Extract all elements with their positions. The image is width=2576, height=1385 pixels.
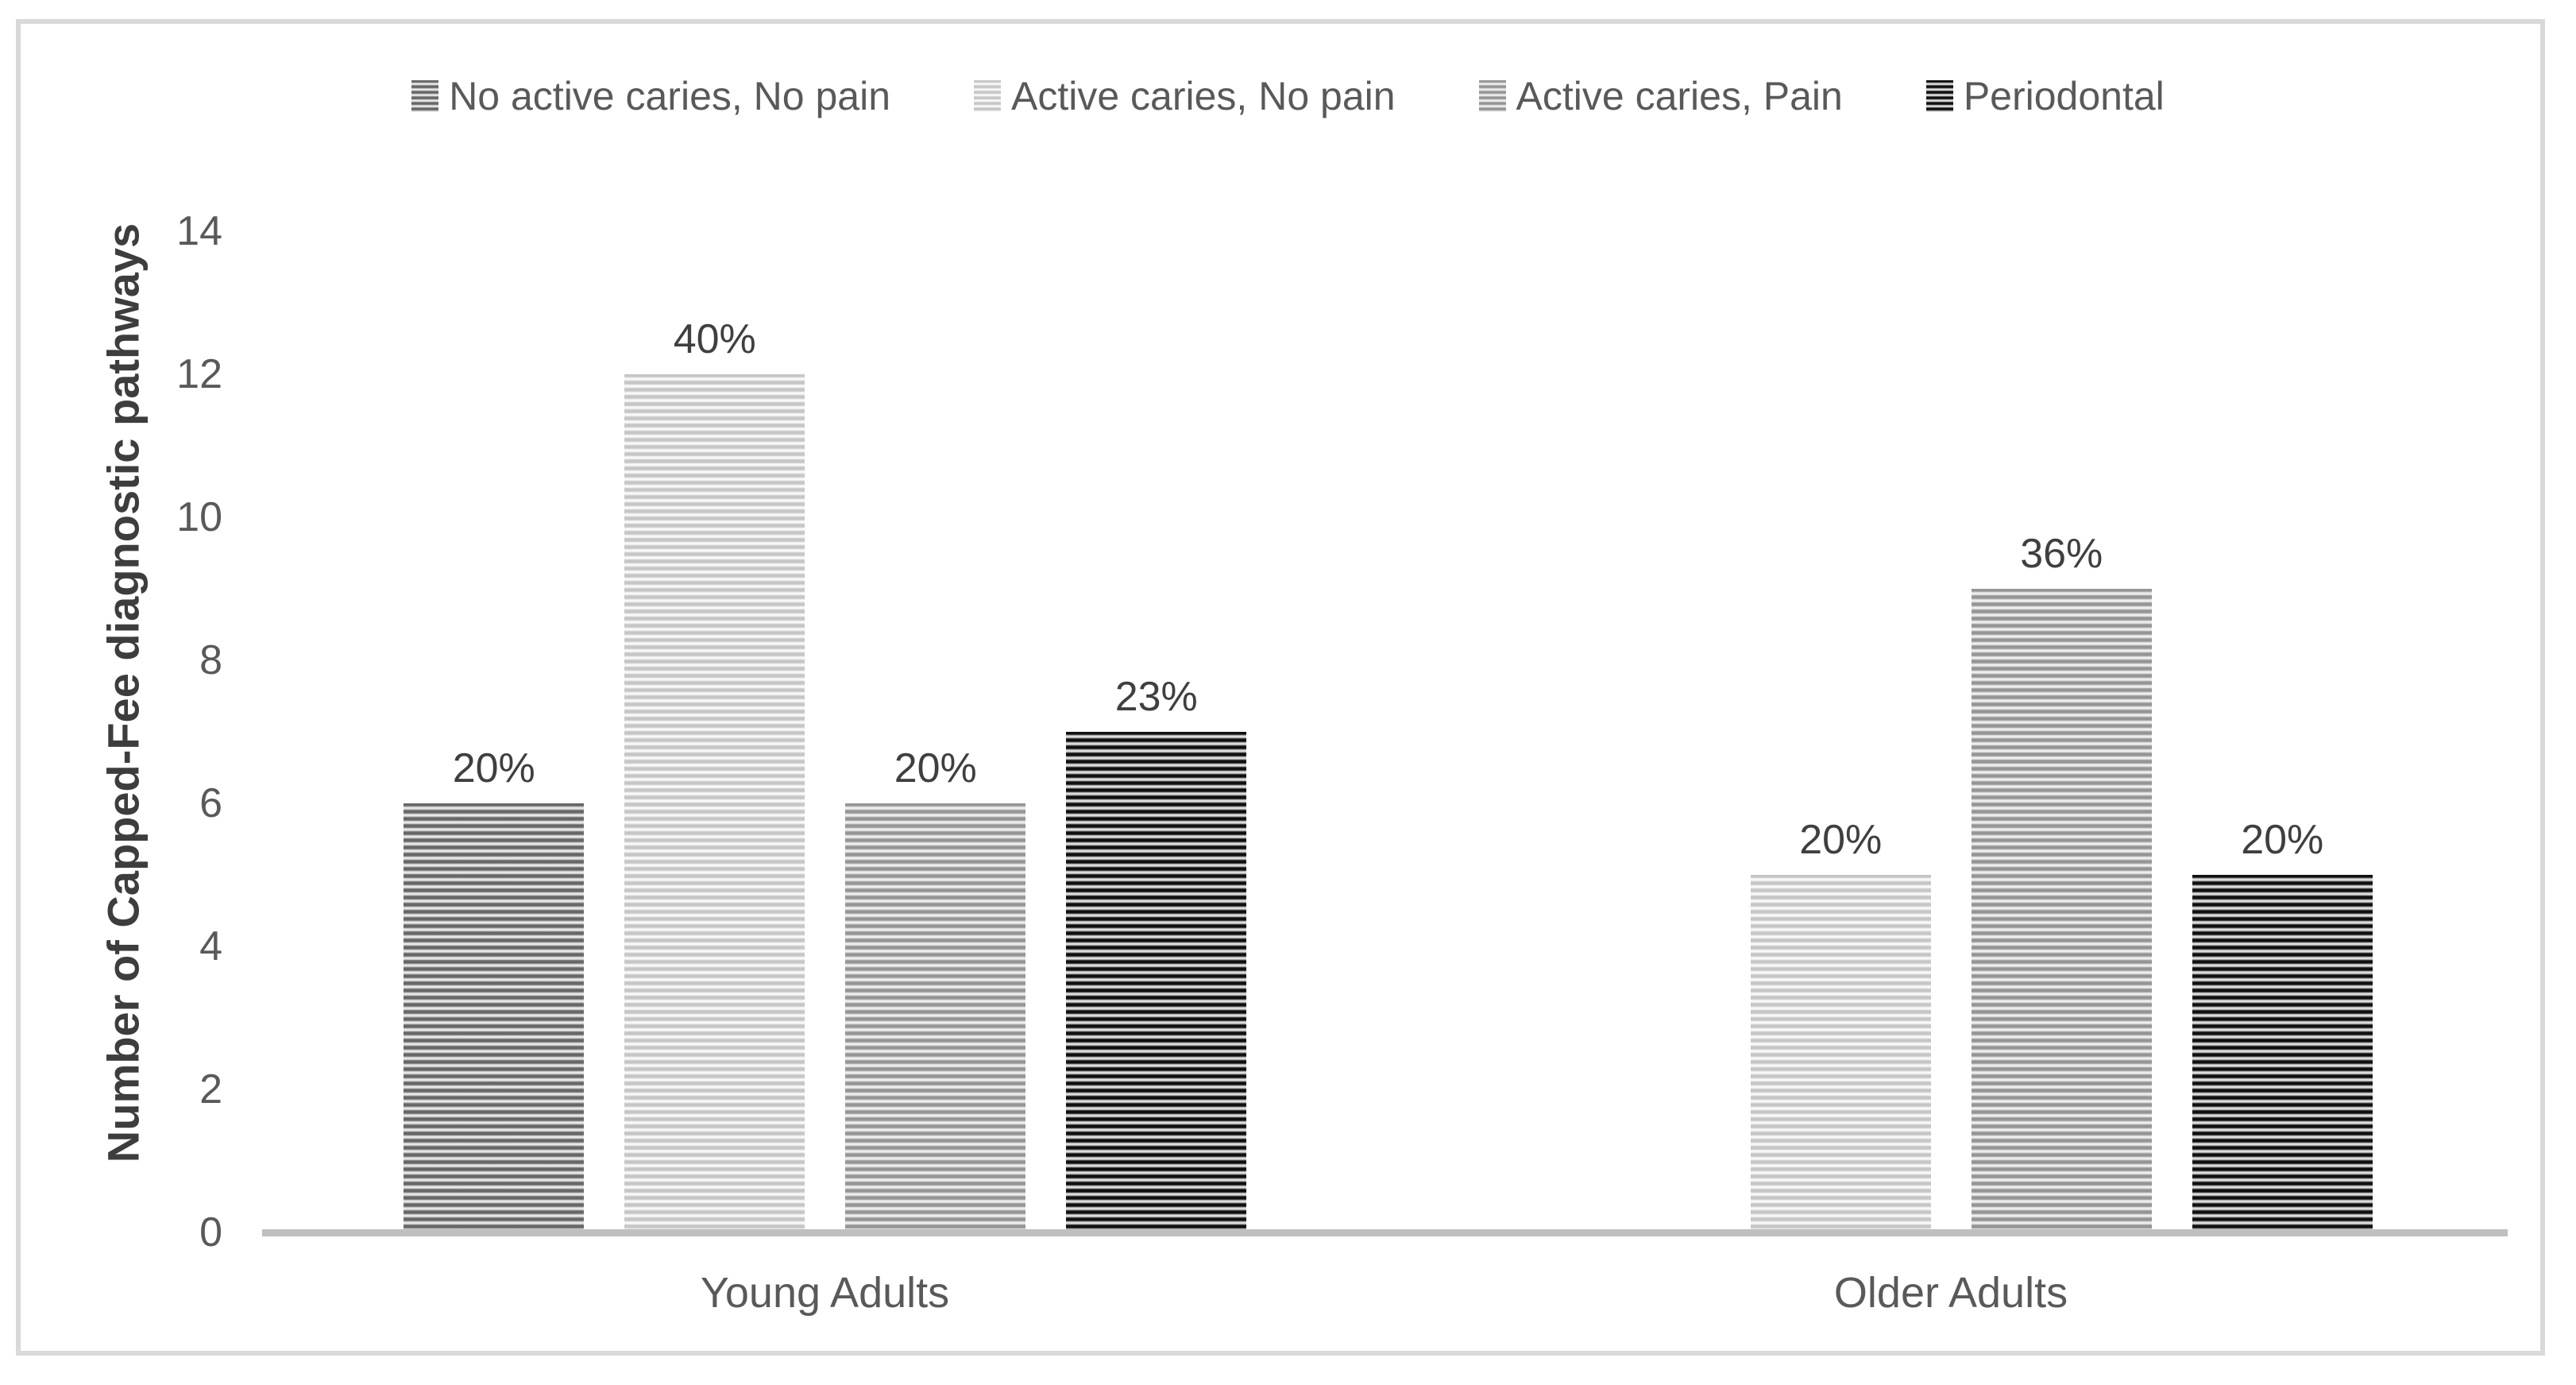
y-axis-tick-label: 6 — [199, 780, 222, 826]
bar — [624, 374, 805, 1232]
legend-swatch-icon — [1925, 80, 1953, 112]
figure-border — [16, 19, 2545, 1356]
bar-slot: 36% — [1971, 231, 2152, 1232]
bar-slot — [1530, 231, 1710, 1232]
category-group: 20% 36% 20% — [1388, 231, 2515, 1232]
x-axis-category-label: Older Adults — [1833, 1269, 2068, 1317]
legend-item: Active caries, No pain — [974, 73, 1396, 119]
y-axis-tick-label: 0 — [199, 1209, 222, 1255]
bar-value-label: 20% — [2241, 817, 2324, 863]
x-axis-line — [262, 1229, 2508, 1236]
legend-item: Periodontal — [1925, 73, 2165, 119]
legend-item-label: Active caries, Pain — [1516, 74, 1843, 118]
legend-swatch-icon — [411, 80, 439, 112]
y-axis-tick-label: 2 — [199, 1066, 222, 1112]
legend-item: Active caries, Pain — [1478, 73, 1843, 119]
x-axis-category-label: Young Adults — [700, 1269, 950, 1317]
legend-item-label: Periodontal — [1963, 74, 2165, 118]
bar-value-label: 23% — [1114, 674, 1198, 720]
bar — [1750, 875, 1931, 1232]
legend-item: No active caries, No pain — [411, 73, 890, 119]
bar — [1066, 732, 1247, 1232]
bar-value-label: 40% — [673, 316, 756, 362]
y-axis-tick-label: 4 — [199, 923, 222, 969]
bar-slot: 20% — [404, 231, 585, 1232]
bar-value-label: 36% — [2020, 531, 2103, 577]
y-axis-tick-label: 14 — [176, 208, 222, 254]
bar — [845, 803, 1026, 1232]
bar — [2192, 875, 2373, 1232]
bar-value-label: 20% — [452, 745, 535, 791]
bar-slot: 20% — [1750, 231, 1931, 1232]
category-group: 20% 40% 20% 23% — [262, 231, 1388, 1232]
legend-item-label: Active caries, No pain — [1011, 74, 1396, 118]
bar-slot: 20% — [2192, 231, 2373, 1232]
bar-slot: 23% — [1066, 231, 1247, 1232]
bar-value-label: 20% — [894, 745, 977, 791]
legend-swatch-icon — [1478, 80, 1506, 112]
bar — [404, 803, 585, 1232]
y-axis-tick-label: 12 — [176, 351, 222, 397]
y-axis-tick-label: 10 — [176, 494, 222, 540]
legend-swatch-icon — [974, 80, 1001, 112]
bar — [1971, 589, 2152, 1232]
bar-slot: 20% — [845, 231, 1026, 1232]
y-axis-tick-label: 8 — [199, 637, 222, 683]
bar-slot: 40% — [624, 231, 805, 1232]
legend: No active caries, No pain Active caries, … — [0, 73, 2576, 119]
bar-value-label: 20% — [1799, 817, 1883, 863]
legend-item-label: No active caries, No pain — [449, 74, 890, 118]
